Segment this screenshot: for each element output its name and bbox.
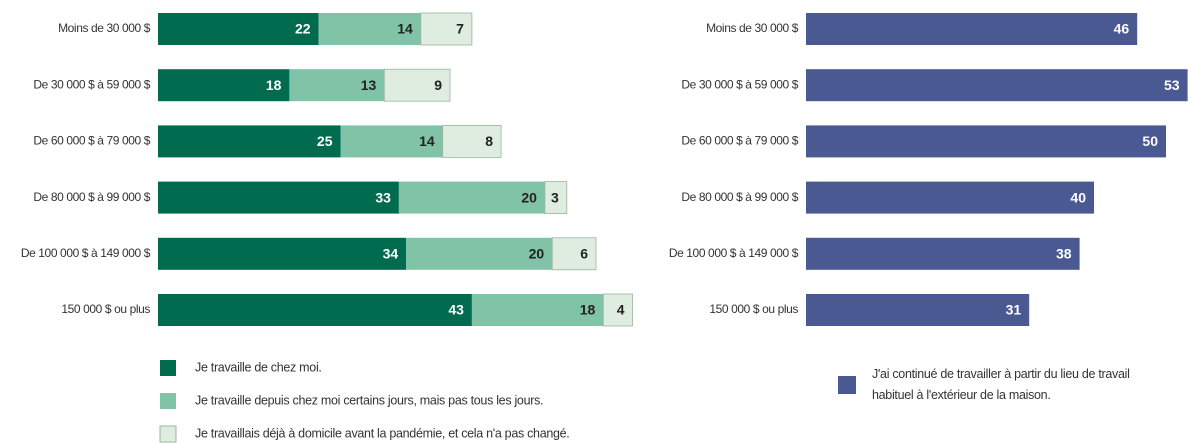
bar-segment — [544, 181, 568, 215]
value-label: 4 — [617, 302, 625, 318]
bar-segment — [340, 125, 443, 158]
value-label: 6 — [580, 246, 588, 262]
category-label: De 100 000 $ à 149 000 $ — [21, 246, 151, 260]
legend-swatch — [159, 425, 177, 443]
bar-segment — [551, 237, 597, 271]
value-label: 40 — [1070, 189, 1086, 205]
value-label: 20 — [521, 189, 537, 205]
value-label: 13 — [361, 77, 377, 93]
bar-segment — [383, 68, 451, 102]
category-label: De 30 000 $ à 59 000 $ — [33, 77, 150, 91]
bar-segment — [471, 294, 604, 326]
bar-segment — [158, 13, 319, 45]
category-label: De 100 000 $ à 149 000 $ — [669, 246, 799, 260]
value-label: 9 — [434, 77, 442, 93]
value-label: 7 — [456, 21, 464, 37]
legend-swatch — [160, 393, 176, 409]
value-label: 38 — [1056, 246, 1072, 262]
bar-segment — [806, 294, 1030, 326]
bar-segment — [158, 294, 472, 326]
value-label: 53 — [1164, 77, 1180, 93]
value-label: 46 — [1114, 21, 1130, 37]
value-label: 18 — [580, 302, 596, 318]
legend-swatch — [160, 360, 176, 376]
value-label: 20 — [529, 246, 545, 262]
value-label: 8 — [485, 133, 493, 149]
value-label: 31 — [1006, 302, 1022, 318]
bar-segment — [806, 125, 1166, 158]
bar-segment — [158, 237, 407, 270]
legend-swatch — [838, 376, 856, 394]
bar-segment — [806, 237, 1080, 270]
value-label: 50 — [1142, 133, 1158, 149]
bar-segment — [158, 69, 290, 102]
value-label: 43 — [448, 302, 464, 318]
category-label: Moins de 30 000 $ — [706, 21, 799, 35]
bar-segment — [289, 69, 385, 102]
value-label: 22 — [295, 21, 311, 37]
category-label: De 80 000 $ à 99 000 $ — [33, 190, 150, 204]
value-label: 25 — [317, 133, 333, 149]
bar-segment — [602, 293, 633, 327]
value-label: 34 — [383, 246, 399, 262]
category-label: De 60 000 $ à 79 000 $ — [681, 134, 798, 148]
legend-label: Je travaille de chez moi. — [195, 360, 322, 374]
bar-segment — [420, 12, 473, 46]
bar-segment — [806, 69, 1188, 102]
category-label: 150 000 $ ou plus — [61, 302, 150, 316]
value-label: 14 — [397, 21, 413, 37]
bar-segment — [318, 13, 421, 45]
category-label: 150 000 $ ou plus — [709, 302, 798, 316]
value-label: 3 — [551, 189, 559, 205]
bar-segment — [406, 237, 553, 270]
bar-segment — [158, 181, 399, 214]
bar-segment — [806, 181, 1094, 214]
legend-label: Je travaillais déjà à domicile avant la … — [195, 426, 569, 440]
legend-label: J'ai continué de travailler à partir du … — [872, 367, 1130, 402]
category-label: Moins de 30 000 $ — [58, 21, 151, 35]
legend-label: Je travaille depuis chez moi certains jo… — [195, 393, 543, 407]
value-label: 14 — [419, 133, 435, 149]
bar-segment — [806, 13, 1138, 45]
bar-segment — [442, 125, 502, 158]
bar-segment — [398, 181, 545, 214]
category-label: De 30 000 $ à 59 000 $ — [681, 77, 798, 91]
category-label: De 80 000 $ à 99 000 $ — [681, 190, 798, 204]
category-label: De 60 000 $ à 79 000 $ — [33, 134, 150, 148]
value-label: 18 — [266, 77, 282, 93]
bar-segment — [158, 125, 341, 158]
value-label: 33 — [375, 189, 391, 205]
